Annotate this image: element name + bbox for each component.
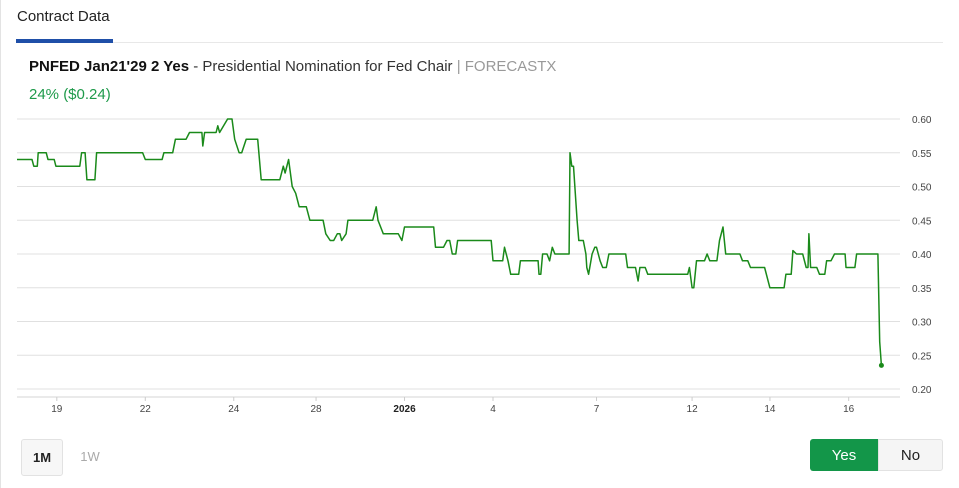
x-tick-label: 12 <box>687 404 699 415</box>
x-tick-label: 22 <box>140 404 152 415</box>
no-button[interactable]: No <box>878 439 943 471</box>
x-tick-label: 7 <box>594 404 600 415</box>
x-tick-label: 19 <box>51 404 63 415</box>
y-tick-label: 0.50 <box>912 183 932 194</box>
title-separator: - <box>189 58 203 75</box>
contract-source: | FORECASTX <box>452 58 557 75</box>
current-price: 24% ($0.24) <box>29 86 111 103</box>
contract-symbol: PNFED Jan21'29 2 Yes <box>29 58 190 75</box>
range-1m-button[interactable]: 1M <box>21 439 63 476</box>
last-price-marker <box>878 362 884 368</box>
x-tick-label: 28 <box>310 404 322 415</box>
y-tick-label: 0.60 <box>912 115 932 126</box>
y-tick-label: 0.55 <box>912 149 932 160</box>
y-tick-label: 0.45 <box>912 216 932 227</box>
x-tick-label: 14 <box>764 404 776 415</box>
tab-contract-data[interactable]: Contract Data <box>17 8 110 25</box>
yes-button[interactable]: Yes <box>810 439 878 471</box>
y-tick-label: 0.40 <box>912 250 932 261</box>
y-tick-label: 0.25 <box>912 351 932 362</box>
y-tick-label: 0.35 <box>912 284 932 295</box>
y-tick-label: 0.30 <box>912 318 932 329</box>
x-tick-label: 16 <box>843 404 855 415</box>
active-tab-indicator <box>16 39 113 43</box>
contract-title: PNFED Jan21'29 2 Yes - Presidential Nomi… <box>29 58 556 75</box>
x-tick-label: 24 <box>228 404 240 415</box>
x-tick-label: 2026 <box>393 404 416 415</box>
left-border <box>0 0 1 488</box>
contract-name: Presidential Nomination for Fed Chair <box>202 58 453 75</box>
x-tick-label: 4 <box>490 404 496 415</box>
tab-divider <box>113 42 943 43</box>
y-tick-label: 0.20 <box>912 385 932 396</box>
range-1w-button[interactable]: 1W <box>80 449 100 464</box>
price-line <box>17 118 883 366</box>
